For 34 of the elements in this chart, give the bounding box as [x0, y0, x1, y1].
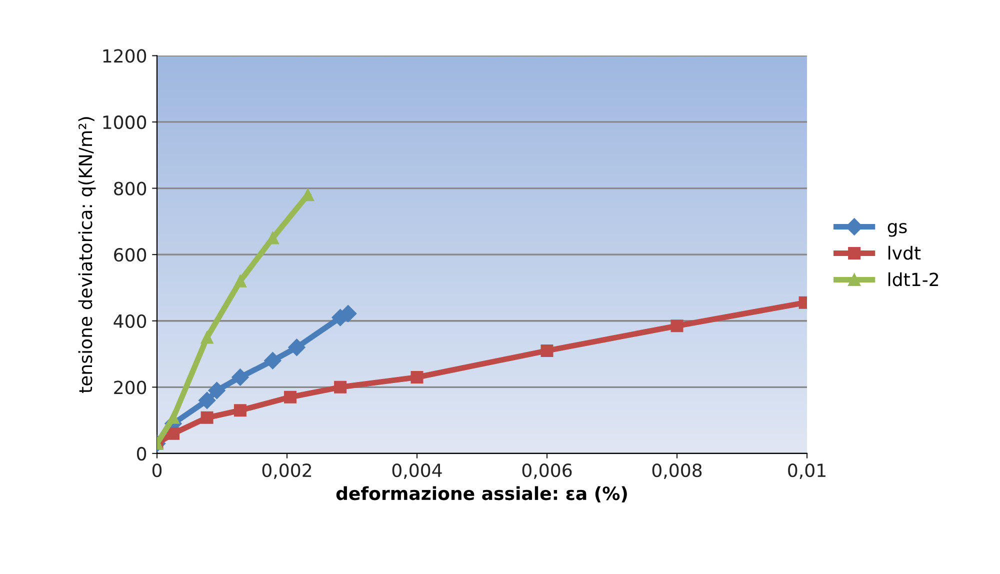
point: [200, 331, 214, 344]
y-tick-label: 0: [136, 446, 146, 461]
y-tick-label: 600: [114, 248, 146, 262]
y-tick-label: 1200: [103, 49, 146, 63]
point: [234, 404, 246, 417]
point: [198, 392, 216, 409]
y-tick-label: 1000: [103, 115, 146, 130]
legend-label: ldt1-2: [888, 272, 938, 286]
point: [288, 338, 306, 356]
point: [200, 411, 214, 424]
point: [334, 380, 347, 394]
point: [167, 427, 180, 440]
x-tick-label: 0,002: [262, 464, 312, 479]
x-tick-label: 0,006: [522, 464, 572, 479]
y-tick-label: 200: [114, 380, 146, 394]
point: [670, 320, 684, 332]
y-tick-label: 800: [114, 182, 146, 196]
point: [232, 368, 249, 386]
x-tick-label: 0,01: [788, 464, 826, 479]
legend-label: gs: [888, 222, 907, 237]
x-tick-label: 0,004: [392, 464, 442, 479]
point: [410, 370, 424, 384]
point: [167, 411, 180, 424]
x-tick-label: 0: [152, 464, 162, 478]
point: [264, 352, 282, 370]
point: [540, 344, 554, 357]
legend-label: lvdt: [888, 246, 921, 260]
point: [208, 382, 226, 400]
y-axis-title: tensione deviatorica: q(KN/m²): [78, 117, 96, 394]
point: [234, 274, 246, 288]
x-tick-label: 0,008: [652, 464, 702, 479]
x-axis-title: deformazione assiale: εa (%): [336, 486, 627, 502]
y-tick-label: 400: [114, 314, 146, 328]
point: [284, 390, 296, 404]
